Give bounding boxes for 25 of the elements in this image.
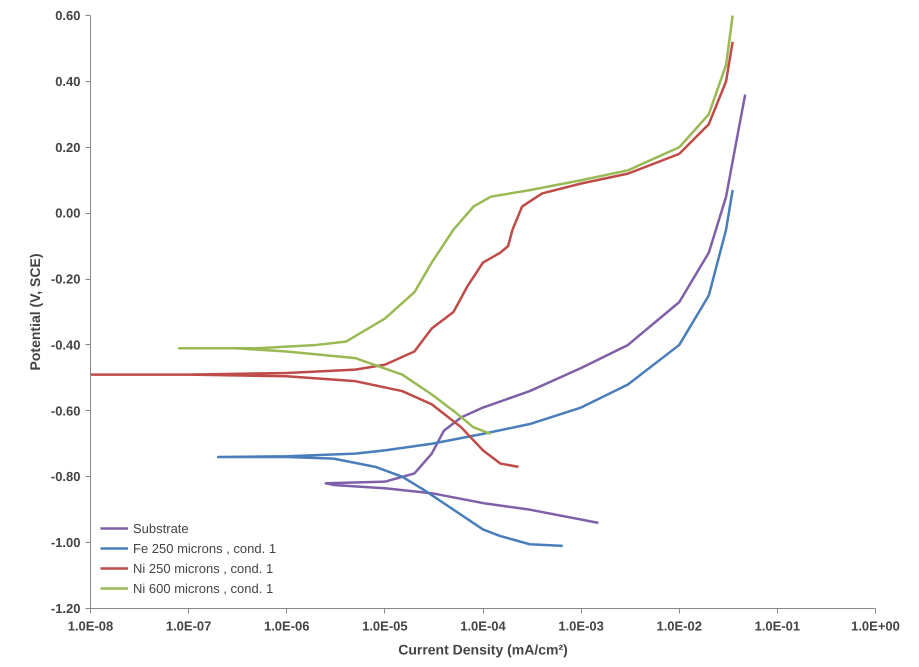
legend-label: Ni 600 microns , cond. 1 bbox=[133, 580, 274, 596]
x-tick-label: 1.0E-07 bbox=[166, 618, 212, 634]
x-tick-label: 1.0E-01 bbox=[754, 618, 800, 634]
y-tick-label: 0.00 bbox=[55, 206, 81, 221]
y-tick-label: 0.20 bbox=[55, 140, 81, 155]
y-tick-label: -0.60 bbox=[50, 403, 81, 418]
x-tick-label: 1.0E+00 bbox=[851, 618, 900, 634]
x-tick-label: 1.0E-05 bbox=[362, 618, 408, 634]
y-tick-label: -1.00 bbox=[50, 535, 81, 550]
x-tick-label: 1.0E-06 bbox=[264, 618, 310, 634]
legend-label: Substrate bbox=[133, 520, 189, 536]
y-tick-label: -0.40 bbox=[50, 337, 81, 352]
y-tick-label: -1.20 bbox=[50, 601, 81, 616]
y-tick-label: -0.80 bbox=[50, 469, 81, 484]
x-tick-label: 1.0E-08 bbox=[68, 618, 114, 634]
x-tick-label: 1.0E-03 bbox=[558, 618, 604, 634]
legend-label: Fe 250 microns , cond. 1 bbox=[133, 540, 276, 556]
y-tick-label: -0.20 bbox=[50, 272, 81, 287]
legend-label: Ni 250 microns , cond. 1 bbox=[133, 560, 274, 576]
x-axis-title: Current Density (mA/cm²) bbox=[398, 642, 568, 658]
x-tick-label: 1.0E-02 bbox=[656, 618, 702, 634]
y-tick-label: 0.40 bbox=[55, 74, 81, 89]
y-tick-label: 0.60 bbox=[55, 8, 81, 23]
x-tick-label: 1.0E-04 bbox=[460, 618, 507, 634]
y-axis-title: Potential (V, SCE) bbox=[26, 254, 43, 370]
